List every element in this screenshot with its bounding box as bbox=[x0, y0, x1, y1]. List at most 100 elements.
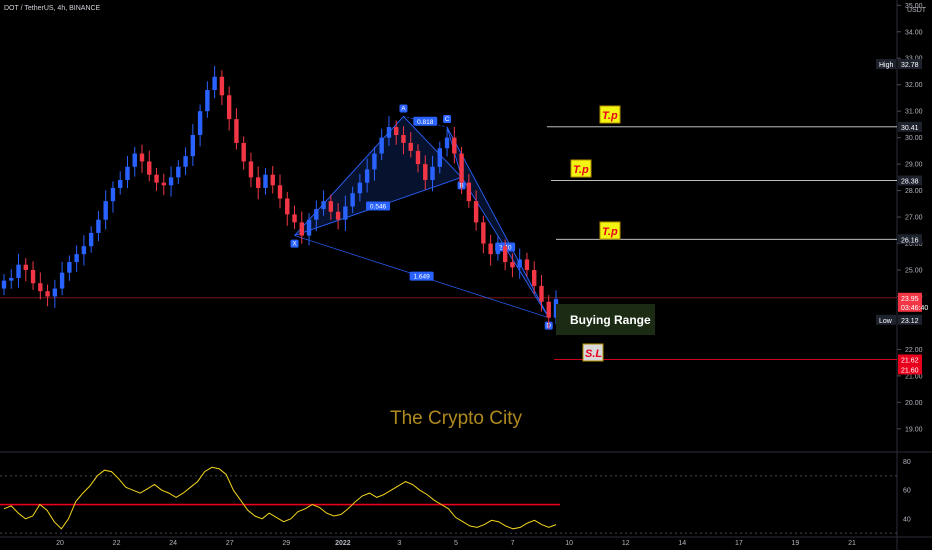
candle bbox=[350, 186, 355, 214]
price-tick-label: 28.00 bbox=[905, 188, 923, 195]
time-axis[interactable]: 20 22 24 27 29 2022 3 5 7 10 12 14 17 19 21 bbox=[56, 540, 856, 547]
candle bbox=[343, 195, 348, 232]
candlestick-series[interactable] bbox=[1, 65, 559, 330]
osc-tick-label: 80 bbox=[903, 459, 911, 466]
candle bbox=[510, 253, 515, 278]
time-tick-label: 22 bbox=[113, 540, 121, 547]
candle bbox=[147, 150, 152, 182]
candle bbox=[190, 124, 196, 166]
time-tick-label: 19 bbox=[792, 540, 800, 547]
take-profit-tag-2[interactable]: T.p bbox=[570, 159, 592, 178]
take-profit-tag-1[interactable]: T.p bbox=[599, 105, 621, 124]
candle bbox=[495, 235, 501, 261]
candle bbox=[401, 126, 406, 155]
pattern-point-label: C bbox=[445, 116, 450, 123]
svg-text:30.41: 30.41 bbox=[901, 125, 919, 132]
tp1-value-badge: 30.41 bbox=[898, 121, 922, 132]
candle bbox=[488, 234, 493, 266]
candle bbox=[226, 86, 232, 131]
svg-text:21.60: 21.60 bbox=[901, 367, 919, 374]
tp3-value-badge: 26.16 bbox=[898, 234, 922, 245]
time-tick-label: 14 bbox=[678, 540, 686, 547]
buying-range-box[interactable] bbox=[556, 304, 655, 335]
candle bbox=[132, 146, 137, 177]
candle bbox=[168, 166, 174, 197]
price-tick-label: 30.00 bbox=[905, 135, 923, 142]
pattern-point-x[interactable]: X bbox=[290, 239, 299, 248]
low-value-badge: 23.12 bbox=[898, 314, 922, 325]
candle bbox=[212, 65, 217, 99]
time-tick-label: 7 bbox=[511, 540, 515, 547]
candle bbox=[473, 190, 479, 231]
candle bbox=[459, 146, 464, 195]
price-tick-label: 27.00 bbox=[905, 215, 923, 222]
price-axis-badges: 32.78 23.12 30.41 28.38 26.16 23.95 03:46:40 21… bbox=[876, 59, 928, 375]
candle bbox=[219, 70, 225, 106]
pattern-ratio-badge: 1.649 bbox=[409, 271, 434, 281]
candle bbox=[357, 173, 363, 202]
candle bbox=[256, 166, 261, 200]
svg-text:High: High bbox=[879, 62, 894, 69]
buying-range-label: Buying Range bbox=[570, 313, 651, 327]
current-price-badge: 23.95 bbox=[898, 292, 922, 303]
osc-tick-label: 60 bbox=[903, 488, 911, 495]
time-tick-label: 12 bbox=[622, 540, 630, 547]
candle bbox=[306, 213, 312, 246]
candle bbox=[67, 255, 72, 281]
price-tick-label: 25.00 bbox=[905, 268, 923, 275]
price-tick-label: 21.00 bbox=[905, 373, 923, 380]
candle bbox=[183, 147, 188, 175]
candle bbox=[197, 104, 203, 147]
candle bbox=[394, 120, 399, 145]
candle bbox=[1, 273, 7, 296]
svg-text:03:46:40: 03:46:40 bbox=[901, 305, 928, 312]
candle bbox=[444, 128, 450, 157]
currency-label: USDT bbox=[907, 7, 927, 14]
take-profit-tag-3[interactable]: T.p bbox=[599, 221, 621, 240]
candle bbox=[364, 158, 370, 193]
symbol-title[interactable]: DOT / TetherUS, 4h, BINANCE bbox=[4, 5, 101, 12]
price-tick-label: 19.00 bbox=[905, 426, 923, 433]
candle bbox=[481, 215, 486, 254]
time-tick-label: 5 bbox=[454, 540, 458, 547]
take-profit-tag-2-label: T.p bbox=[573, 164, 589, 176]
oscillator-line[interactable] bbox=[3, 466, 557, 530]
svg-text:23.95: 23.95 bbox=[901, 296, 919, 303]
candle bbox=[205, 81, 210, 118]
candle bbox=[110, 181, 116, 213]
candle bbox=[161, 173, 166, 196]
high-value-badge: 32.78 bbox=[898, 59, 922, 70]
candle bbox=[30, 261, 36, 290]
pattern-point-a[interactable]: A bbox=[399, 104, 408, 113]
time-tick-label: 29 bbox=[282, 540, 290, 547]
candle bbox=[125, 155, 130, 189]
candle bbox=[88, 226, 94, 253]
svg-text:32.78: 32.78 bbox=[901, 62, 919, 69]
pattern-point-label: A bbox=[401, 105, 406, 112]
candle bbox=[299, 211, 304, 244]
pattern-ratio-badge: 0.546 bbox=[366, 201, 391, 211]
candle bbox=[270, 165, 275, 194]
time-tick-label: 17 bbox=[735, 540, 743, 547]
oscillator-pane[interactable]: 80 60 40 bbox=[0, 459, 911, 534]
candle bbox=[502, 239, 508, 271]
svg-text:23.12: 23.12 bbox=[901, 318, 919, 325]
osc-tick-label: 40 bbox=[903, 516, 911, 523]
stop-loss-tag-label: S.L bbox=[585, 348, 602, 360]
candle bbox=[277, 174, 283, 209]
countdown-badge: 03:46:40 bbox=[898, 301, 928, 312]
candle bbox=[539, 275, 544, 312]
candle bbox=[45, 284, 50, 307]
stop-loss-tag[interactable]: S.L bbox=[582, 343, 604, 362]
price-tick-label: 32.00 bbox=[905, 82, 923, 89]
price-tick-label: 34.00 bbox=[905, 29, 923, 36]
candle bbox=[379, 128, 384, 161]
svg-text:Low: Low bbox=[879, 318, 893, 325]
candle bbox=[16, 253, 21, 288]
pattern-point-c[interactable]: C bbox=[443, 115, 452, 124]
time-tick-label: 3 bbox=[397, 540, 401, 547]
candle bbox=[517, 248, 522, 279]
high-tag: High bbox=[876, 59, 896, 70]
